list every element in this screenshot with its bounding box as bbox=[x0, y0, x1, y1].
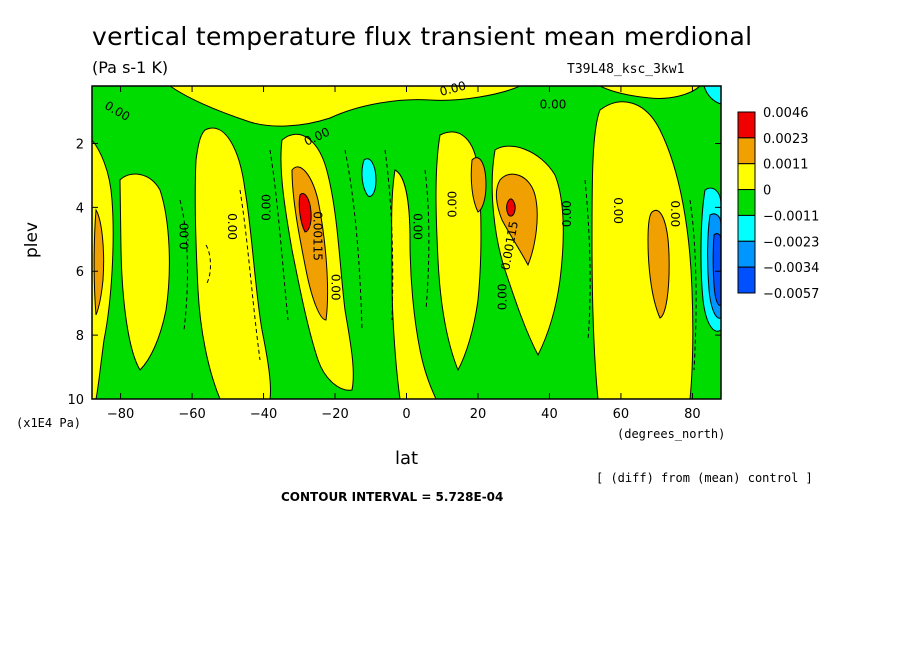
contour-interval: CONTOUR INTERVAL = 5.728E-04 bbox=[281, 490, 504, 504]
colorbar-label: −0.0023 bbox=[763, 235, 819, 250]
colorbar-label: 0.0046 bbox=[763, 106, 809, 121]
region-cyan-top-right bbox=[703, 86, 721, 105]
colorbar-swatch bbox=[737, 266, 756, 294]
y-tick-label: 6 bbox=[76, 265, 84, 280]
x-tick-label: −40 bbox=[250, 407, 277, 422]
x-tick-label: −60 bbox=[178, 407, 205, 422]
dashed-contour-1 bbox=[179, 199, 188, 331]
contour-label: 0.00 bbox=[438, 78, 467, 98]
region-red-sh-25 bbox=[298, 193, 312, 233]
colorbar-label: −0.0034 bbox=[763, 261, 819, 276]
chart-title: vertical temperature flux transient mean… bbox=[92, 22, 753, 51]
plot-area: 0.00 0.00 0.00 0.00 0.00 0.00 0.00 0.00115 0.00 0… bbox=[67, 78, 722, 422]
x-tick-label: 40 bbox=[541, 407, 558, 422]
colorbar-label: 0 bbox=[763, 184, 771, 199]
contour-label: 0.00 bbox=[260, 194, 274, 221]
contour-label: 0.00 bbox=[668, 200, 682, 227]
y-axis-units: (x1E4 Pa) bbox=[16, 416, 82, 430]
dashed-contour-3 bbox=[269, 149, 289, 321]
y-tick-label: 4 bbox=[76, 201, 84, 216]
dashed-contour-8 bbox=[689, 199, 697, 371]
contour-fills bbox=[92, 86, 721, 399]
contour-label: 0.00 bbox=[560, 200, 574, 227]
colorbar-swatch bbox=[737, 137, 756, 165]
contour-label: 0.00 bbox=[611, 197, 625, 224]
colorbar-swatch bbox=[737, 189, 756, 216]
x-axis-units: (degrees_north) bbox=[617, 427, 726, 441]
x-tick-label: 0 bbox=[402, 407, 410, 422]
contour-label: 0.00115 bbox=[311, 211, 325, 261]
region-cyan-sh-10 bbox=[361, 158, 377, 197]
x-tick-label: 20 bbox=[470, 407, 487, 422]
region-orange-nh-70 bbox=[647, 209, 670, 319]
diff-note: [ (diff) from (mean) control ] bbox=[596, 471, 813, 485]
negative-contours bbox=[179, 149, 697, 371]
region-orange-sh-polar bbox=[93, 208, 105, 316]
colorbar-swatch bbox=[737, 240, 756, 268]
contour-label: 0.00 bbox=[225, 213, 239, 240]
dashed-contour-6 bbox=[424, 169, 430, 311]
region-yellow-top-band bbox=[169, 86, 521, 127]
region-yellow-sh-40 bbox=[194, 127, 271, 399]
colorbar-swatch bbox=[737, 163, 756, 191]
run-label: T39L48_ksc_3kw1 bbox=[567, 62, 685, 77]
x-tick-label: −20 bbox=[321, 407, 348, 422]
region-orange-nh-30 bbox=[495, 173, 538, 267]
contour-label: 0.00 bbox=[495, 283, 509, 310]
y-tick-label: 10 bbox=[67, 393, 84, 408]
colorbar-label: −0.0057 bbox=[763, 287, 819, 302]
x-tick-label: 80 bbox=[684, 407, 701, 422]
x-axis-label: lat bbox=[395, 448, 419, 469]
region-yellow-sh-60 bbox=[119, 173, 170, 371]
region-yellow-top-right bbox=[599, 86, 701, 99]
contour-label: 0.00 bbox=[177, 223, 191, 250]
dashed-contour-7 bbox=[584, 179, 591, 341]
contour-label: 0.00 bbox=[329, 274, 343, 301]
y-axis: 2 4 6 8 10 bbox=[67, 137, 721, 408]
region-darkblue-nh-polar bbox=[712, 233, 721, 306]
region-yellow-eq-south bbox=[391, 169, 437, 399]
x-tick-label: 60 bbox=[613, 407, 630, 422]
contour-label: 0.00 bbox=[540, 98, 567, 112]
dashed-contour-4 bbox=[344, 149, 363, 331]
colorbar: 0.0046 0.0023 0.0011 0 −0.0011 −0.0023 −0.0034… bbox=[737, 106, 819, 302]
y-tick-label: 8 bbox=[76, 329, 84, 344]
colorbar-label: 0.0011 bbox=[763, 158, 809, 173]
dashed-contour-9 bbox=[239, 189, 261, 361]
x-axis: −80 −60 −40 −20 0 20 40 60 80 bbox=[107, 86, 701, 422]
region-red-nh-30 bbox=[506, 198, 516, 217]
x-tick-label: −80 bbox=[107, 407, 134, 422]
dashed-contour-5 bbox=[384, 149, 394, 321]
dashed-contour-2 bbox=[205, 244, 211, 286]
region-yellow-nh-polar bbox=[591, 101, 694, 399]
colorbar-label: 0.0023 bbox=[763, 132, 809, 147]
contour-label: 0.00 bbox=[411, 213, 425, 240]
y-tick-label: 2 bbox=[76, 137, 84, 152]
region-orange-nh-15 bbox=[470, 157, 487, 213]
colorbar-swatch bbox=[737, 111, 756, 139]
contour-label: 0.00 bbox=[445, 191, 459, 218]
colorbar-label: −0.0011 bbox=[763, 209, 819, 224]
colorbar-swatch bbox=[737, 214, 756, 242]
chart-units: (Pa s-1 K) bbox=[92, 58, 169, 77]
